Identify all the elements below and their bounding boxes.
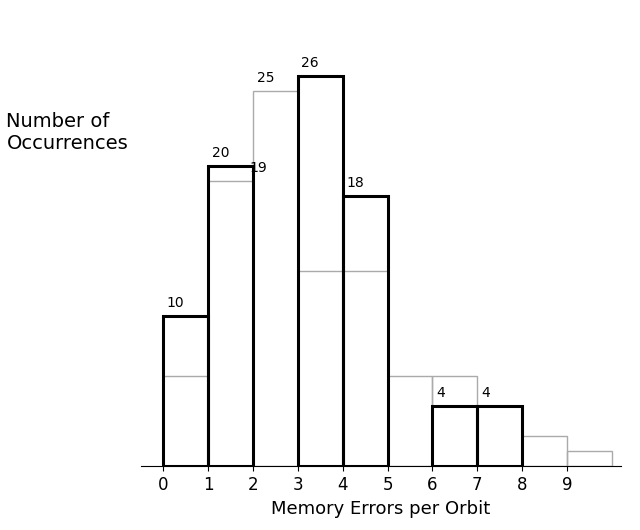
Bar (163, 316, 208, 466)
Bar (253, 91, 298, 466)
Bar (433, 376, 477, 466)
Bar (388, 376, 433, 466)
Bar (298, 76, 342, 466)
Text: 4: 4 (481, 386, 490, 400)
Text: 20: 20 (212, 146, 229, 160)
Text: 18: 18 (346, 176, 364, 190)
Bar (342, 271, 388, 466)
Text: 4: 4 (436, 386, 445, 400)
Text: 19: 19 (250, 161, 267, 175)
Bar (477, 407, 522, 466)
Bar (208, 166, 253, 466)
Bar (208, 181, 253, 466)
Text: 26: 26 (301, 56, 319, 70)
Bar (163, 376, 208, 466)
Bar (567, 452, 612, 466)
X-axis label: Memory Errors per Orbit: Memory Errors per Orbit (271, 500, 490, 518)
Text: 25: 25 (257, 71, 274, 85)
Bar (298, 271, 342, 466)
Bar (433, 407, 477, 466)
Text: 10: 10 (167, 296, 184, 310)
Bar (342, 196, 388, 466)
Text: Number of
Occurrences: Number of Occurrences (6, 112, 128, 153)
Bar (522, 436, 567, 466)
Bar (477, 407, 522, 466)
